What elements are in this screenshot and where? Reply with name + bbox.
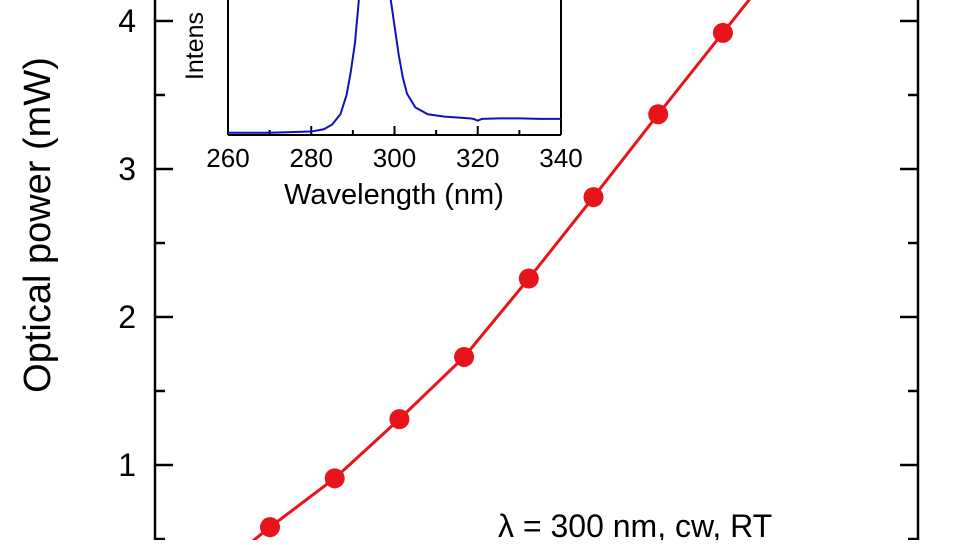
- inset-y-axis-label: Intens: [181, 12, 209, 80]
- inset-x-tick-label: 300: [373, 143, 416, 173]
- main-y-axis-label: Optical power (mW): [17, 57, 59, 393]
- main-data-point: [518, 268, 539, 289]
- inset-spectrum-line: [228, 0, 561, 134]
- main-plot-area: 1 2 3 4 Optical power (mW) λ = 300 nm, cw, …: [17, 0, 920, 545]
- inset-x-ticks: [227, 126, 562, 135]
- main-series-line: [245, 0, 751, 545]
- main-data-point: [324, 468, 345, 489]
- main-data-point: [454, 346, 475, 367]
- inset-x-axis-label: Wavelength (nm): [284, 179, 504, 211]
- main-data-point: [389, 409, 410, 430]
- inset-x-tick-label: 280: [290, 143, 333, 173]
- main-y-tick-labels: 1 2 3 4: [118, 3, 136, 483]
- main-annotation: λ = 300 nm, cw, RT: [498, 508, 772, 540]
- inset-plot: 260 280 300 320 340 Wavelength (nm) Intens: [181, 0, 583, 211]
- main-y-tick-label: 4: [118, 3, 136, 39]
- main-data-point: [260, 517, 280, 538]
- inset-x-tick-label: 340: [539, 143, 582, 173]
- inset-x-tick-labels: 260 280 300 320 340: [206, 143, 582, 173]
- main-y-tick-label: 2: [118, 299, 136, 335]
- main-y-tick-label: 3: [118, 151, 136, 187]
- main-y-ticks: [155, 19, 918, 541]
- main-data-point: [583, 187, 604, 208]
- main-data-point: [648, 104, 669, 125]
- inset-x-tick-label: 320: [456, 143, 499, 173]
- inset-x-tick-label: 260: [206, 143, 249, 173]
- main-series-points: [260, 22, 733, 538]
- main-data-point: [712, 22, 733, 43]
- main-y-tick-label: 1: [118, 447, 136, 483]
